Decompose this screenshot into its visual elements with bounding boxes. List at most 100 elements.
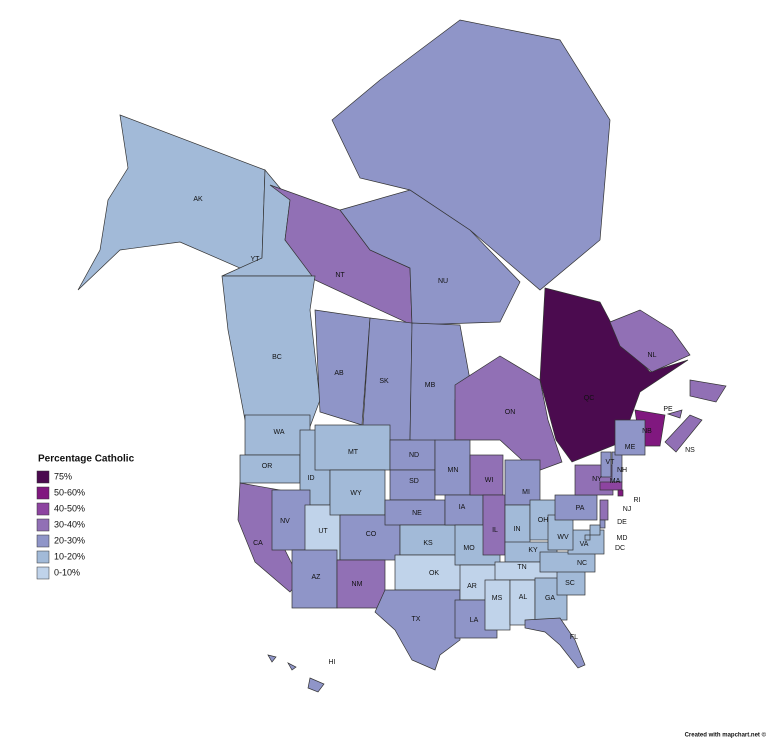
credit: Created with mapchart.net ©	[685, 732, 767, 739]
region-label: KY	[528, 547, 538, 554]
region-label: WV	[557, 534, 569, 541]
region-label: MB	[425, 382, 436, 389]
region-label: AL	[519, 594, 528, 601]
legend-swatch	[36, 534, 50, 548]
region	[434, 439, 471, 496]
region-label: SC	[565, 580, 575, 587]
region-label: WA	[273, 429, 284, 436]
region-label: BC	[272, 354, 282, 361]
region-label: ND	[409, 452, 419, 459]
region-label: IA	[459, 504, 466, 511]
region-label: NV	[280, 518, 290, 525]
region-label: CA	[253, 540, 263, 547]
legend-swatch	[36, 518, 50, 532]
region-label: DC	[615, 545, 625, 552]
region-label: RI	[634, 497, 641, 504]
region	[689, 379, 727, 403]
legend-swatch	[36, 470, 50, 484]
legend-label: 30-40%	[54, 519, 85, 529]
map-shapes	[77, 19, 727, 693]
region-label: DE	[617, 519, 627, 526]
region-label: VA	[580, 541, 589, 548]
region-label: ME	[625, 444, 636, 451]
region-label: AR	[467, 583, 477, 590]
region	[524, 617, 586, 669]
region	[314, 424, 391, 471]
legend: 75% 50-60% 40-50% 30-40% 20-30% 10-20% 0-10%	[36, 470, 85, 580]
region-label: MT	[348, 449, 359, 456]
region	[666, 409, 683, 419]
region-label: OR	[262, 463, 273, 470]
region-label: NB	[642, 428, 652, 435]
region-label: NH	[617, 467, 627, 474]
region-label: HI	[329, 659, 336, 666]
region-label: OK	[429, 570, 439, 577]
legend-swatch	[36, 486, 50, 500]
legend-label: 20-30%	[54, 535, 85, 545]
region-label: ON	[505, 409, 516, 416]
region	[539, 287, 689, 463]
region	[599, 499, 609, 521]
region	[664, 414, 703, 453]
region-label: CO	[366, 531, 377, 538]
region	[374, 589, 461, 671]
region-label: AK	[193, 196, 203, 203]
region-label: GA	[545, 595, 555, 602]
region-label: NC	[577, 560, 587, 567]
legend-swatch	[36, 566, 50, 580]
region-label: YT	[251, 256, 261, 263]
region	[271, 489, 311, 551]
region-label: WI	[485, 477, 494, 484]
region	[614, 419, 646, 456]
region	[599, 519, 606, 529]
region	[584, 534, 591, 541]
legend-label: 10-20%	[54, 551, 85, 561]
region-label: MS	[492, 595, 503, 602]
region-label: MI	[522, 489, 530, 496]
region-label: NT	[335, 272, 345, 279]
region	[314, 309, 371, 426]
region-label: AB	[334, 370, 344, 377]
region-label: NL	[648, 352, 657, 359]
region	[389, 469, 436, 501]
region	[609, 309, 691, 373]
region-label: MO	[463, 545, 475, 552]
region	[291, 549, 338, 609]
region	[221, 275, 321, 441]
legend-label: 50-60%	[54, 487, 85, 497]
region	[556, 569, 586, 596]
region	[336, 559, 386, 609]
region	[504, 504, 531, 544]
region-label: OH	[538, 517, 549, 524]
region-label: NM	[352, 581, 363, 588]
region-label: VT	[606, 459, 616, 466]
region-label: PE	[663, 406, 673, 413]
region	[547, 514, 574, 551]
region-label: FL	[570, 634, 578, 641]
region-label: MA	[610, 478, 621, 485]
region-label: SK	[379, 378, 389, 385]
region	[509, 579, 536, 626]
legend-label: 40-50%	[54, 503, 85, 513]
region-label: TX	[412, 616, 421, 623]
region-label: TN	[517, 564, 526, 571]
legend-label: 75%	[54, 471, 72, 481]
region	[539, 551, 596, 573]
region-label: WY	[350, 490, 362, 497]
region	[504, 459, 541, 506]
region	[600, 451, 612, 478]
region-label: NU	[438, 278, 448, 285]
region-label: NE	[412, 510, 422, 517]
region	[394, 554, 466, 591]
region	[554, 494, 598, 521]
region	[589, 524, 601, 536]
region	[482, 494, 506, 556]
region	[287, 662, 297, 671]
region	[307, 677, 325, 693]
region-label: MN	[448, 467, 459, 474]
region	[469, 454, 504, 496]
region	[329, 469, 386, 516]
legend-label: 0-10%	[54, 567, 80, 577]
region-label: NS	[685, 447, 695, 454]
